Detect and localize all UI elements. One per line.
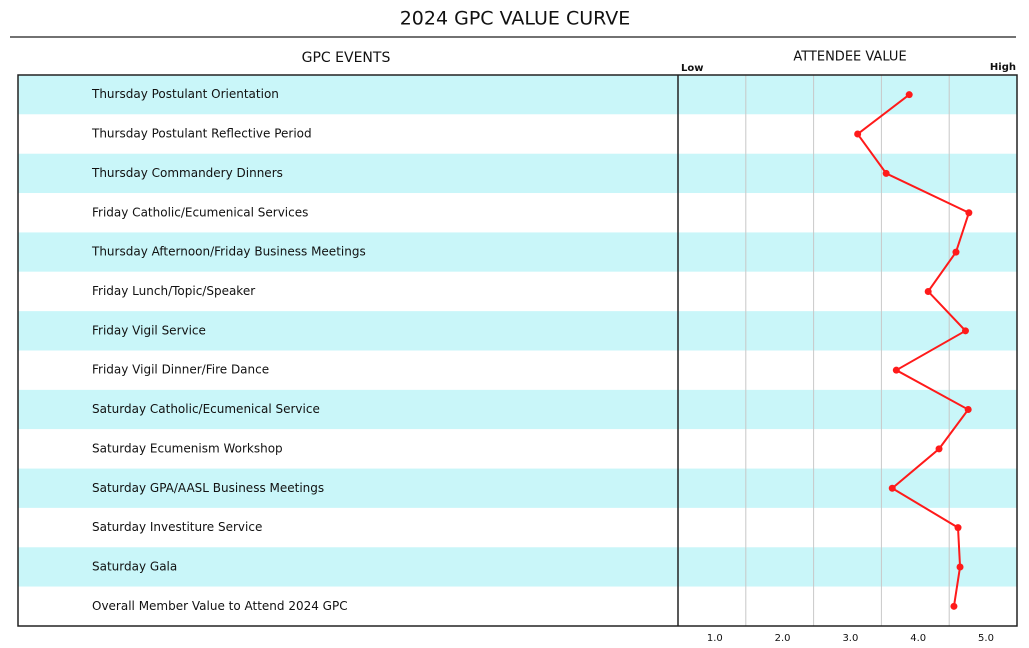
x-tick-label: 1.0 (707, 633, 723, 644)
value-point (961, 327, 969, 335)
value-point (892, 366, 900, 374)
category-label: Saturday Investiture Service (92, 520, 262, 534)
row-band (18, 507, 1017, 548)
category-label: Thursday Afternoon/Friday Business Meeti… (91, 245, 366, 259)
low-label: Low (681, 63, 703, 74)
row-band (18, 350, 1017, 390)
row-band (18, 311, 1017, 351)
category-label: Saturday Catholic/Ecumenical Service (92, 402, 320, 416)
value-point (882, 169, 890, 177)
row-band (18, 586, 1017, 626)
row-band (18, 429, 1017, 469)
category-label: Friday Vigil Dinner/Fire Dance (92, 363, 269, 377)
x-tick-label: 2.0 (775, 633, 791, 644)
category-label: Friday Vigil Service (92, 323, 206, 337)
category-label: Thursday Commandery Dinners (91, 166, 283, 180)
value-line (856, 93, 971, 607)
row-band (18, 232, 1017, 272)
value-point (952, 248, 960, 256)
value-point (905, 91, 913, 99)
x-tick-label: 4.0 (910, 633, 926, 644)
value-point (924, 287, 932, 295)
category-label: Thursday Postulant Orientation (91, 87, 279, 101)
category-label: Thursday Postulant Reflective Period (91, 127, 312, 141)
row-band (18, 468, 1017, 508)
chart-title: 2024 GPC VALUE CURVE (400, 8, 631, 30)
category-label: Saturday Gala (92, 559, 177, 573)
value-point (956, 563, 964, 571)
row-band (18, 547, 1017, 587)
category-label: Saturday Ecumenism Workshop (92, 441, 283, 455)
high-label: High (990, 62, 1016, 73)
value-point (954, 524, 962, 532)
row-band (18, 271, 1017, 312)
value-point (854, 130, 862, 138)
row-band (18, 75, 1017, 115)
row-band (18, 389, 1017, 430)
row-band (18, 153, 1017, 194)
row-band (18, 114, 1017, 154)
row-band (18, 193, 1017, 233)
category-label: Overall Member Value to Attend 2024 GPC (92, 599, 348, 613)
plot-frame (17, 74, 1018, 627)
category-label: Saturday GPA/AASL Business Meetings (92, 481, 324, 495)
x-tick-label: 3.0 (842, 633, 858, 644)
category-label: Friday Catholic/Ecumenical Services (92, 205, 308, 219)
value-point (935, 445, 943, 453)
category-label: Friday Lunch/Topic/Speaker (92, 284, 255, 298)
x-tick-label: 5.0 (978, 633, 994, 644)
value-point (965, 209, 973, 217)
value-point (888, 484, 896, 492)
value-point (964, 406, 972, 414)
value-point (950, 602, 958, 610)
value-header: ATTENDEE VALUE (793, 50, 906, 65)
category-header: GPC EVENTS (302, 50, 391, 66)
